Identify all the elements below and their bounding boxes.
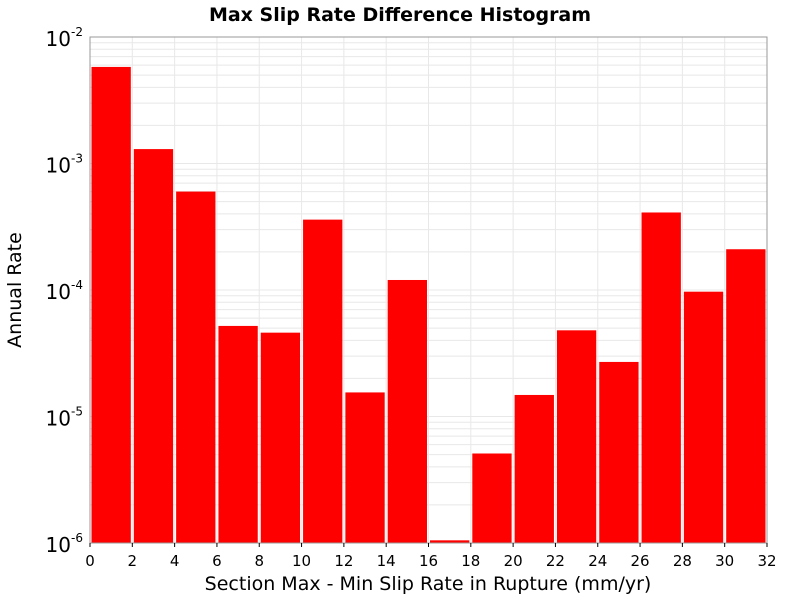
y-tick-exponent: -4 xyxy=(71,278,83,292)
y-tick-exponent: -2 xyxy=(71,25,83,39)
x-tick-label: 14 xyxy=(377,552,396,570)
histogram-bar xyxy=(726,249,766,543)
x-tick-label: 30 xyxy=(715,552,734,570)
x-axis-ticks: 0 2 4 6 8 10 12 14 16 18 20 22 24 26 28 30 32 xyxy=(85,543,777,570)
x-tick-label: 6 xyxy=(212,552,222,570)
y-tick-label: 10 -4 xyxy=(46,278,83,304)
histogram-bar xyxy=(599,361,639,543)
x-tick-label: 4 xyxy=(170,552,180,570)
histogram-bar xyxy=(91,66,131,543)
y-tick-exponent: -5 xyxy=(71,405,83,419)
histogram-bar xyxy=(387,279,427,543)
histogram-bar xyxy=(472,453,512,543)
x-tick-label: 16 xyxy=(419,552,438,570)
histogram-bar xyxy=(133,149,174,543)
y-tick-base: 10 xyxy=(46,27,71,51)
histogram-bar xyxy=(303,219,343,543)
y-tick-base: 10 xyxy=(46,280,71,304)
x-tick-label: 22 xyxy=(546,552,565,570)
x-tick-label: 12 xyxy=(334,552,353,570)
y-tick-exponent: -3 xyxy=(71,152,83,166)
histogram-bar xyxy=(683,291,724,543)
y-tick-base: 10 xyxy=(46,154,71,178)
histogram-bar xyxy=(218,325,258,543)
histogram-bar xyxy=(641,212,681,543)
x-tick-label: 8 xyxy=(254,552,264,570)
y-axis-label: Annual Rate xyxy=(4,232,26,348)
y-tick-base: 10 xyxy=(46,407,71,431)
x-tick-label: 2 xyxy=(128,552,138,570)
x-tick-label: 10 xyxy=(292,552,311,570)
x-tick-label: 0 xyxy=(85,552,95,570)
y-tick-label: 10 -5 xyxy=(46,405,83,431)
x-tick-label: 26 xyxy=(631,552,650,570)
histogram-bar xyxy=(345,392,385,543)
histogram-bar xyxy=(514,394,554,543)
x-tick-label: 32 xyxy=(757,552,776,570)
histogram-bar xyxy=(260,332,301,543)
y-tick-label: 10 -2 xyxy=(46,25,83,51)
bars xyxy=(91,66,766,543)
y-tick-label: 10 -3 xyxy=(46,152,83,178)
histogram-bar xyxy=(430,540,470,543)
x-axis-label: Section Max - Min Slip Rate in Rupture (… xyxy=(205,573,652,595)
y-tick-label: 10 -6 xyxy=(46,531,83,557)
histogram-bar xyxy=(176,191,216,543)
x-tick-label: 20 xyxy=(504,552,523,570)
x-tick-label: 18 xyxy=(461,552,480,570)
y-tick-exponent: -6 xyxy=(71,531,83,545)
y-tick-base: 10 xyxy=(46,533,71,557)
x-tick-label: 28 xyxy=(673,552,692,570)
histogram-bar xyxy=(556,330,597,543)
y-axis-ticks: 10-210-310-410-510-6 xyxy=(46,25,83,557)
chart-title: Max Slip Rate Difference Histogram xyxy=(209,4,591,26)
x-tick-label: 24 xyxy=(588,552,607,570)
